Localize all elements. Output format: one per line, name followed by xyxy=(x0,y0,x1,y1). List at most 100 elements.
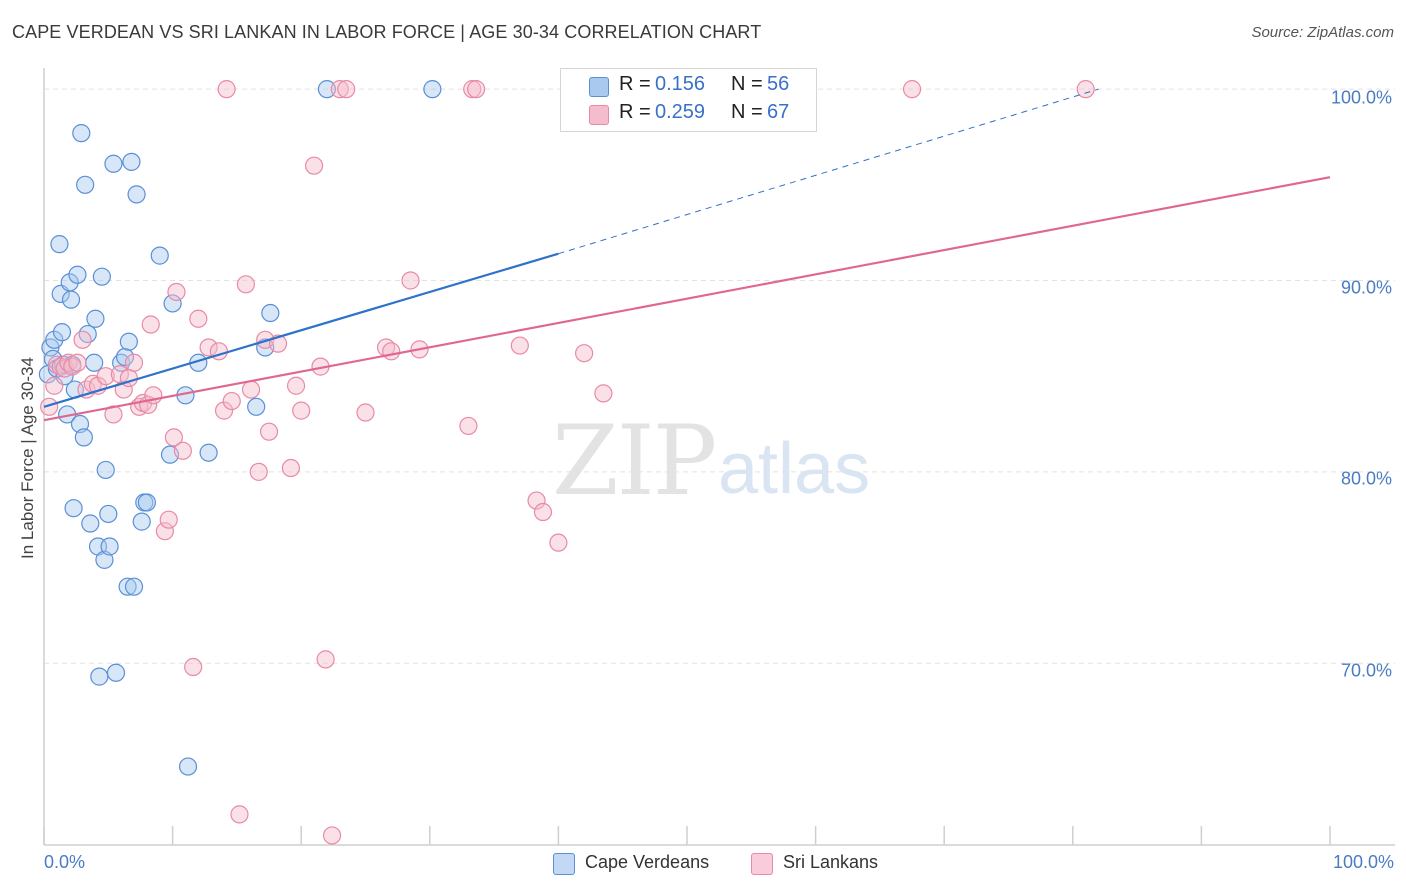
sri-lankan-point xyxy=(68,353,87,372)
sri-lankan-point xyxy=(533,502,553,522)
cape-verdean-point xyxy=(317,80,337,99)
sri-lankan-point xyxy=(184,657,203,677)
blue-swatch xyxy=(589,77,609,97)
sri-lankan-point xyxy=(217,80,236,99)
cape-verdean-point xyxy=(92,267,111,286)
cape-verdean-point xyxy=(122,152,141,171)
sri-lankan-point xyxy=(356,403,375,422)
pink-swatch xyxy=(589,105,609,125)
y-tick-80: 80.0% xyxy=(1340,468,1392,489)
cape-verdean-trendline xyxy=(43,252,559,408)
cape-verdean-point xyxy=(199,443,218,462)
cape-verdean-point xyxy=(64,499,83,518)
sri-lankan-point xyxy=(549,533,568,552)
cape-verdean-point xyxy=(68,265,87,284)
sri-lankan-point xyxy=(575,344,594,363)
sri-lankan-point xyxy=(167,282,186,302)
sri-lankan-point xyxy=(40,397,59,416)
legend-label-cape-verdeans: Cape Verdeans xyxy=(585,852,710,872)
sri-lankan-point xyxy=(594,384,613,403)
sri-lankan-point xyxy=(96,367,115,386)
cape-verdean-point xyxy=(85,353,104,372)
sri-lankan-point xyxy=(292,401,311,420)
sri-lankan-point xyxy=(902,80,922,99)
sri-lankan-point xyxy=(1076,80,1095,99)
cape-verdean-point xyxy=(45,330,64,349)
cape-verdean-point xyxy=(90,667,109,686)
sri-lankan-point xyxy=(459,416,478,436)
cape-verdean-point xyxy=(137,493,156,512)
sri-lankan-point xyxy=(73,330,92,349)
cape-verdean-point xyxy=(124,577,144,596)
cape-verdean-point xyxy=(76,175,95,194)
cape-verdean-point xyxy=(70,414,90,434)
sri-lankan-point xyxy=(214,401,234,420)
cape-verdean-point xyxy=(118,577,137,596)
watermark-atlas: atlas xyxy=(718,429,871,509)
n-value: 56 xyxy=(767,73,790,95)
r-value: 0.156 xyxy=(655,73,706,95)
cape-verdean-point xyxy=(95,550,114,569)
legend-row-cape-verdeans: R = 0.156 N = 56 xyxy=(561,71,816,101)
sri-lankan-point xyxy=(249,462,268,481)
cape-verdean-point xyxy=(50,235,69,254)
cape-verdean-point xyxy=(72,124,91,143)
sri-lankan-point xyxy=(337,80,356,99)
sri-lankan-point xyxy=(241,380,261,399)
sri-lankan-point xyxy=(316,650,335,669)
sri-lankan-point xyxy=(230,805,249,824)
sri-lankan-point xyxy=(189,309,208,328)
sri-lankan-point xyxy=(159,510,178,529)
r-label: R = xyxy=(619,101,651,123)
sri-lankan-trendline xyxy=(43,176,1331,422)
n-value: 67 xyxy=(767,101,790,123)
cape-verdean-point xyxy=(247,397,266,416)
cape-verdean-point xyxy=(178,757,198,776)
cape-verdean-point xyxy=(261,303,280,323)
sri-lankan-point xyxy=(259,422,279,441)
cape-verdean-point xyxy=(104,154,123,173)
sri-lankan-point xyxy=(199,338,218,357)
sri-lankan-point xyxy=(322,826,342,845)
pink-legend-swatch xyxy=(751,853,773,875)
cape-verdean-point xyxy=(115,347,135,367)
sri-lankan-point xyxy=(173,441,192,460)
sri-lankan-point xyxy=(401,271,420,290)
y-tick-90: 90.0% xyxy=(1340,277,1392,298)
cape-verdean-point xyxy=(96,460,115,480)
stats-legend: R = 0.156 N = 56 R = 0.259 N = 67 xyxy=(560,68,817,132)
sri-lankan-point xyxy=(236,275,256,294)
chart-title: CAPE VERDEAN VS SRI LANKAN IN LABOR FORC… xyxy=(12,22,762,42)
r-value: 0.259 xyxy=(655,101,706,123)
cape-verdean-point xyxy=(100,537,119,556)
x-tick-100: 100.0% xyxy=(1332,852,1394,872)
y-axis-label: In Labor Force | Age 30-34 xyxy=(18,357,37,559)
y-tick-100: 100.0% xyxy=(1330,87,1392,108)
sri-lankan-point xyxy=(463,80,482,99)
cape-verdean-point xyxy=(81,514,100,533)
sri-lankan-point xyxy=(155,522,174,541)
sri-lankan-point xyxy=(304,156,324,175)
sri-lankan-point xyxy=(124,353,144,372)
cape-verdean-point xyxy=(119,332,138,351)
cape-verdean-point xyxy=(132,512,151,531)
sri-lankan-point xyxy=(164,428,183,447)
cape-verdean-point xyxy=(86,309,105,328)
sri-lankan-point xyxy=(527,491,546,510)
cape-verdean-point xyxy=(99,504,118,524)
cape-verdean-point xyxy=(163,294,182,313)
cape-verdean-point xyxy=(423,80,442,99)
legend-row-sri-lankans: R = 0.259 N = 67 xyxy=(561,99,816,129)
watermark-zip: ZIP xyxy=(552,405,717,517)
cape-verdean-point xyxy=(150,246,169,265)
sri-lankan-point xyxy=(510,336,529,355)
blue-legend-swatch xyxy=(553,853,575,875)
sri-lankan-point xyxy=(45,376,64,395)
sri-lankan-point xyxy=(382,342,401,361)
n-label: N = xyxy=(731,73,763,95)
cape-verdean-point xyxy=(106,663,126,682)
sri-lankan-point xyxy=(141,315,160,334)
source-label: Source: ZipAtlas.com xyxy=(1251,24,1394,41)
cape-verdean-point xyxy=(52,323,72,342)
